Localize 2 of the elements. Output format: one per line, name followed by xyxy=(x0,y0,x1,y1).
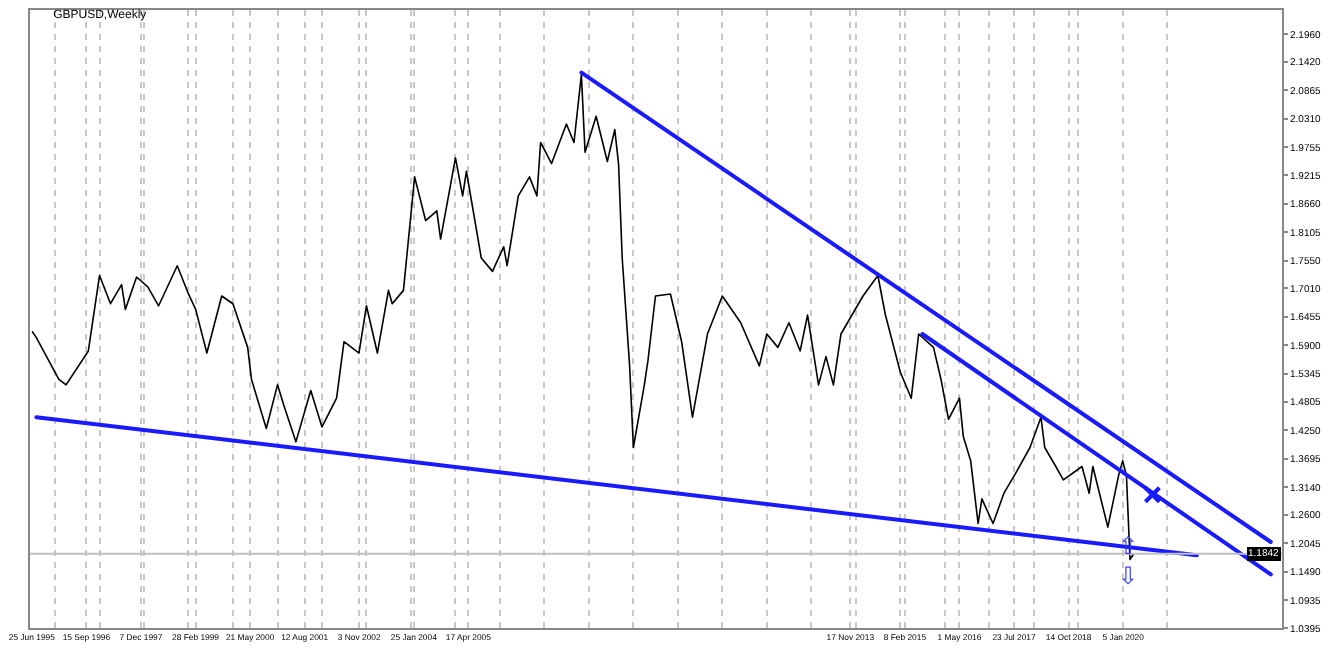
line-series xyxy=(31,73,1135,561)
annotation: ⇩ xyxy=(1118,562,1138,590)
